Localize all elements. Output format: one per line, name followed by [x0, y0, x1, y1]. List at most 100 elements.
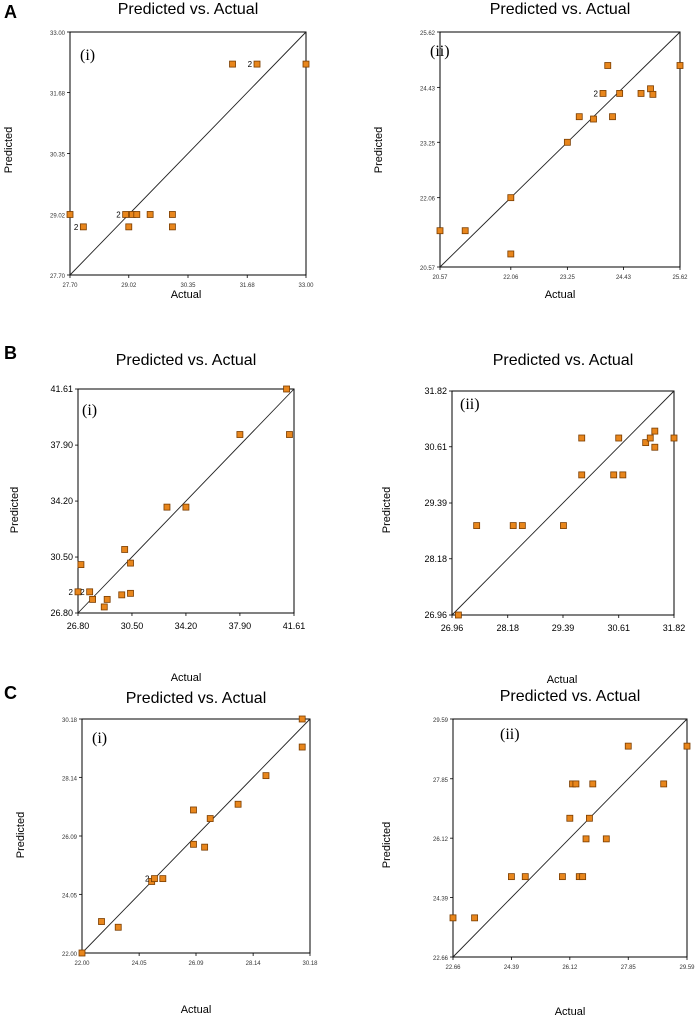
y-tick-label: 29.02 — [50, 213, 66, 219]
scatter-panel-c-i: Predicted vs. Actual 22.00 22.00 24.05 24.05… — [0, 685, 345, 1025]
reference-line — [77, 388, 295, 614]
data-point — [449, 914, 457, 922]
point-count-label: 2 — [74, 223, 79, 232]
data-point — [262, 772, 270, 780]
data-point — [610, 471, 618, 479]
data-point — [646, 434, 654, 442]
data-point — [118, 591, 126, 599]
data-point — [609, 113, 616, 121]
data-point — [253, 60, 261, 68]
reference-line — [439, 31, 681, 268]
data-point — [649, 90, 657, 98]
data-point — [74, 588, 82, 596]
x-tick-label: 37.90 — [229, 621, 252, 631]
data-point — [647, 85, 654, 93]
data-point — [121, 546, 129, 553]
x-tick-label: 24.05 — [132, 961, 148, 967]
data-point — [507, 250, 515, 258]
data-point — [236, 431, 244, 438]
data-point — [683, 742, 691, 750]
y-axis-label: Predicted — [9, 487, 21, 533]
data-point — [436, 227, 444, 235]
reference-line — [452, 718, 688, 958]
x-tick-label: 31.68 — [240, 283, 256, 289]
point-count-label: 2 — [594, 89, 599, 98]
x-tick-label: 24.43 — [616, 275, 632, 281]
data-point — [190, 806, 197, 814]
plot-frame — [439, 31, 681, 268]
panel-label: (ii) — [430, 43, 450, 60]
data-point — [599, 90, 607, 97]
scatter-panel-a-i: Predicted vs. Actual 27.70 27.70 29.02 29.02… — [0, 0, 345, 340]
y-tick-label: 24.39 — [433, 897, 449, 903]
data-point — [582, 835, 590, 843]
chart-title: Predicted vs. Actual — [490, 1, 631, 18]
data-point — [518, 522, 526, 529]
y-tick-label: 30.35 — [50, 153, 66, 159]
data-point — [461, 227, 469, 235]
scatter-plot-svg: Predicted vs. Actual 20.57 20.57 22.06 22.06… — [373, 1, 688, 301]
data-point — [578, 434, 586, 442]
y-tick-label: 30.18 — [62, 718, 78, 724]
x-tick-label: 22.06 — [503, 275, 519, 281]
data-point — [637, 90, 645, 97]
scatter-panel-b-ii: Predicted vs. Actual 26.96 26.96 28.18 28.18… — [360, 345, 699, 686]
data-point — [566, 814, 574, 822]
data-point — [298, 715, 306, 723]
scatter-plot-svg: Predicted vs. Actual 22.00 22.00 24.05 24.05… — [15, 690, 318, 1016]
data-point — [86, 588, 94, 596]
data-point — [66, 211, 74, 218]
x-tick-label: 22.66 — [445, 965, 461, 971]
x-tick-label: 31.82 — [663, 623, 686, 633]
row-label-b: B — [4, 343, 17, 363]
x-tick-label: 26.09 — [188, 961, 204, 967]
x-axis-label: Actual — [171, 672, 202, 684]
data-point — [578, 471, 586, 479]
scatter-panel-c-ii: Predicted vs. Actual 22.66 22.66 24.39 24.39… — [360, 685, 699, 1025]
chart-title: Predicted vs. Actual — [493, 352, 634, 369]
y-axis-label: Predicted — [15, 812, 27, 858]
data-point — [127, 559, 134, 567]
data-point — [114, 923, 122, 931]
y-axis-label: Predicted — [381, 487, 393, 533]
data-point — [473, 522, 481, 529]
data-point — [169, 211, 176, 218]
y-axis-label: Predicted — [3, 127, 15, 173]
data-point — [471, 914, 479, 922]
x-axis-label: Actual — [547, 674, 578, 686]
row-label-a: A — [4, 2, 17, 22]
data-point — [100, 603, 108, 611]
point-count-label: 2 — [145, 875, 150, 884]
data-point — [589, 780, 597, 788]
y-tick-label: 26.96 — [424, 610, 447, 620]
y-tick-label: 28.14 — [62, 776, 78, 782]
data-point — [89, 595, 96, 603]
x-tick-label: 34.20 — [175, 621, 198, 631]
data-point — [98, 918, 105, 925]
chart-title: Predicted vs. Actual — [116, 352, 257, 369]
data-point — [575, 113, 583, 121]
data-point — [163, 503, 171, 511]
data-point — [302, 60, 310, 68]
point-count-label: 2 — [116, 210, 121, 219]
row-label-c: C — [4, 683, 17, 703]
y-tick-label: 22.66 — [433, 956, 449, 962]
y-tick-label: 31.82 — [424, 386, 447, 396]
data-point — [616, 90, 624, 97]
y-tick-label: 26.09 — [62, 835, 78, 841]
x-tick-label: 24.39 — [504, 965, 520, 971]
data-point — [579, 873, 587, 881]
chart-title: Predicted vs. Actual — [118, 1, 259, 18]
panel-label: (i) — [82, 402, 97, 419]
data-point — [602, 835, 610, 843]
data-point — [676, 62, 684, 69]
point-count-label: 2 — [69, 588, 74, 597]
y-tick-label: 23.25 — [420, 141, 436, 147]
scatter-plot-svg: Predicted vs. Actual 27.70 27.70 29.02 29.02… — [3, 1, 314, 301]
x-tick-label: 26.12 — [562, 965, 578, 971]
data-point — [286, 431, 293, 438]
data-point — [642, 439, 650, 447]
y-tick-label: 41.61 — [50, 384, 73, 394]
x-tick-label: 30.35 — [180, 283, 196, 289]
y-tick-label: 25.62 — [420, 31, 436, 37]
